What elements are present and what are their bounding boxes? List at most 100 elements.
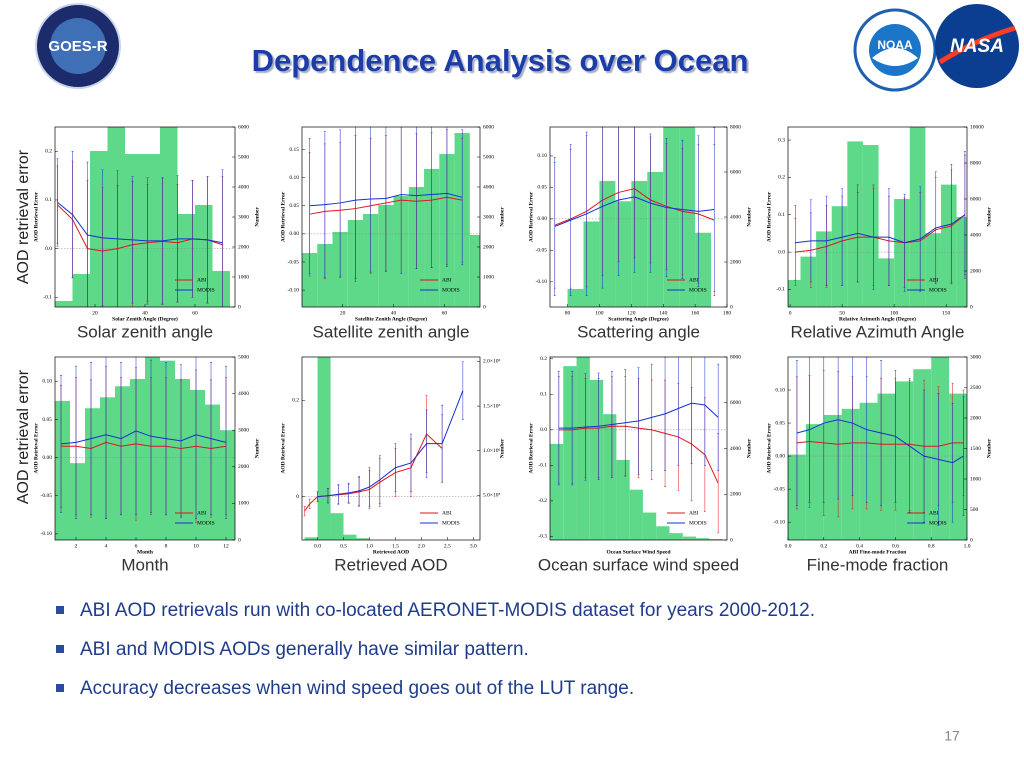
histogram-bar xyxy=(940,184,957,307)
y-tick-label: 0.1 xyxy=(540,392,547,398)
chart-caption: Solar zenith angle xyxy=(77,322,213,341)
plot-frame xyxy=(301,356,481,541)
bullet-text: ABI AOD retrievals run with co-located A… xyxy=(80,600,815,621)
histogram-bar xyxy=(859,402,878,540)
y2-tick-label: 3000 xyxy=(238,214,249,220)
y-tick-label: 0.15 xyxy=(289,147,299,153)
plot-content xyxy=(55,357,235,540)
legend-label: MODIS xyxy=(197,287,215,293)
chart: 0 0.2 5.0×10⁵ 1.0×10⁶ 1.5×10⁶ 2.0×10⁶ 0.0 0.5 1.… xyxy=(280,356,505,574)
histogram-bar xyxy=(343,534,357,540)
y-tick-label: 0.10 xyxy=(42,379,52,385)
y2-tick-label: 1000 xyxy=(238,501,249,507)
histogram-bar xyxy=(70,463,85,540)
y-axis-label: AOD Retrieval Error xyxy=(33,423,39,474)
x-tick-label: 20 xyxy=(92,310,98,316)
histogram-bar xyxy=(956,217,967,307)
histogram-bar xyxy=(647,172,664,307)
histogram-bar xyxy=(550,443,564,540)
histogram-bar xyxy=(85,408,100,540)
series-line xyxy=(795,214,966,244)
legend-label: ABI xyxy=(929,277,939,283)
y-tick-label: 0 xyxy=(296,494,299,500)
y-tick-label: 0.00 xyxy=(42,455,52,461)
legend-label: ABI xyxy=(929,510,939,516)
x-tick-label: 1.5 xyxy=(392,543,399,549)
y2-tick-label: 2000 xyxy=(238,244,249,250)
chart-caption: Ocean surface wind speed xyxy=(538,555,739,574)
y2-axis-label: Number xyxy=(254,207,260,227)
y2-axis-label: Number xyxy=(499,438,505,458)
y2-axis-label: Number xyxy=(254,438,260,458)
histogram-bar xyxy=(663,127,680,307)
histogram-bar xyxy=(583,221,600,307)
x-tick-label: 50 xyxy=(839,310,845,316)
y2-tick-label: 1500 xyxy=(970,446,981,452)
histogram-bar xyxy=(841,408,860,540)
x-tick-label: 120 xyxy=(627,310,636,316)
x-tick-label: 0.8 xyxy=(928,543,935,549)
x-tick-label: 0.5 xyxy=(340,543,347,549)
y-tick-label: 0.2 xyxy=(540,356,547,362)
chart-caption: Scattering angle xyxy=(577,322,700,341)
y-tick-label: 0.0 xyxy=(540,427,547,433)
y2-tick-label: 2000 xyxy=(730,259,741,265)
histogram-bar xyxy=(55,400,70,540)
chart-caption: Retrieved AOD xyxy=(334,555,447,574)
y-tick-label: 0.10 xyxy=(289,175,299,181)
y2-axis-label: Number xyxy=(986,438,992,458)
x-tick-label: 180 xyxy=(723,310,732,316)
y2-tick-label: 1.5×10⁶ xyxy=(483,403,500,409)
histogram-bar xyxy=(160,127,178,307)
x-tick-label: 140 xyxy=(659,310,668,316)
y2-tick-label: 6000 xyxy=(970,196,981,202)
series-line xyxy=(309,192,463,207)
y2-tick-label: 3000 xyxy=(483,214,494,220)
series-line xyxy=(60,430,227,445)
legend-label: MODIS xyxy=(929,520,947,526)
legend-label: MODIS xyxy=(197,520,215,526)
histogram-bar xyxy=(563,366,577,540)
histogram-bar xyxy=(55,301,73,307)
y-tick-label: 0.3 xyxy=(778,137,785,143)
histogram-bar xyxy=(894,199,910,307)
y2-tick-label: 2500 xyxy=(970,385,981,391)
y-tick-label: -0.1 xyxy=(538,463,547,469)
legend: ABI MODIS xyxy=(667,277,707,293)
legend-label: ABI xyxy=(689,510,699,516)
y-tick-label: 0.10 xyxy=(537,153,547,159)
histogram-bar xyxy=(909,127,926,307)
y2-tick-label: 5.0×10⁵ xyxy=(483,493,500,499)
legend: ABI MODIS xyxy=(907,510,947,526)
x-axis-label: Solar Zenith Angle (Degree) xyxy=(112,315,178,322)
y-tick-label: 0.1 xyxy=(778,212,785,218)
chart: -0.10 -0.05 0.00 0.05 0.10 0.15 0 1000 2000 3000 4… xyxy=(280,124,505,341)
row-label: AOD retrieval error xyxy=(15,369,32,504)
series-line xyxy=(558,402,719,429)
x-tick-label: 0.0 xyxy=(785,543,792,549)
y2-tick-label: 0 xyxy=(730,537,733,543)
y2-tick-label: 6000 xyxy=(730,169,741,175)
histogram-bar xyxy=(788,280,801,307)
logo-text: NASA xyxy=(950,36,1004,57)
logo-swoosh xyxy=(938,25,1016,65)
legend-label: ABI xyxy=(442,510,452,516)
x-tick-label: 40 xyxy=(391,310,397,316)
plot-content xyxy=(55,127,235,307)
y-tick-label: -0.2 xyxy=(538,498,547,504)
histogram-bar xyxy=(90,151,108,307)
histogram-bar xyxy=(356,538,370,540)
x-tick-label: 100 xyxy=(595,310,604,316)
bullet-text: ABI and MODIS AODs generally have simila… xyxy=(80,639,529,660)
histogram-bar xyxy=(847,141,863,307)
logo-text: GOES-R xyxy=(48,38,107,55)
histogram-bar xyxy=(317,357,331,540)
y-axis-label: AOD Retrieval Error xyxy=(528,191,534,242)
y2-tick-label: 5000 xyxy=(238,154,249,160)
y2-tick-label: 500 xyxy=(970,507,979,513)
chart-caption: Month xyxy=(121,555,168,574)
histogram-bar xyxy=(696,538,710,540)
histogram-bar xyxy=(589,379,604,540)
y2-tick-label: 6000 xyxy=(730,400,741,406)
histogram-bar xyxy=(212,271,230,307)
